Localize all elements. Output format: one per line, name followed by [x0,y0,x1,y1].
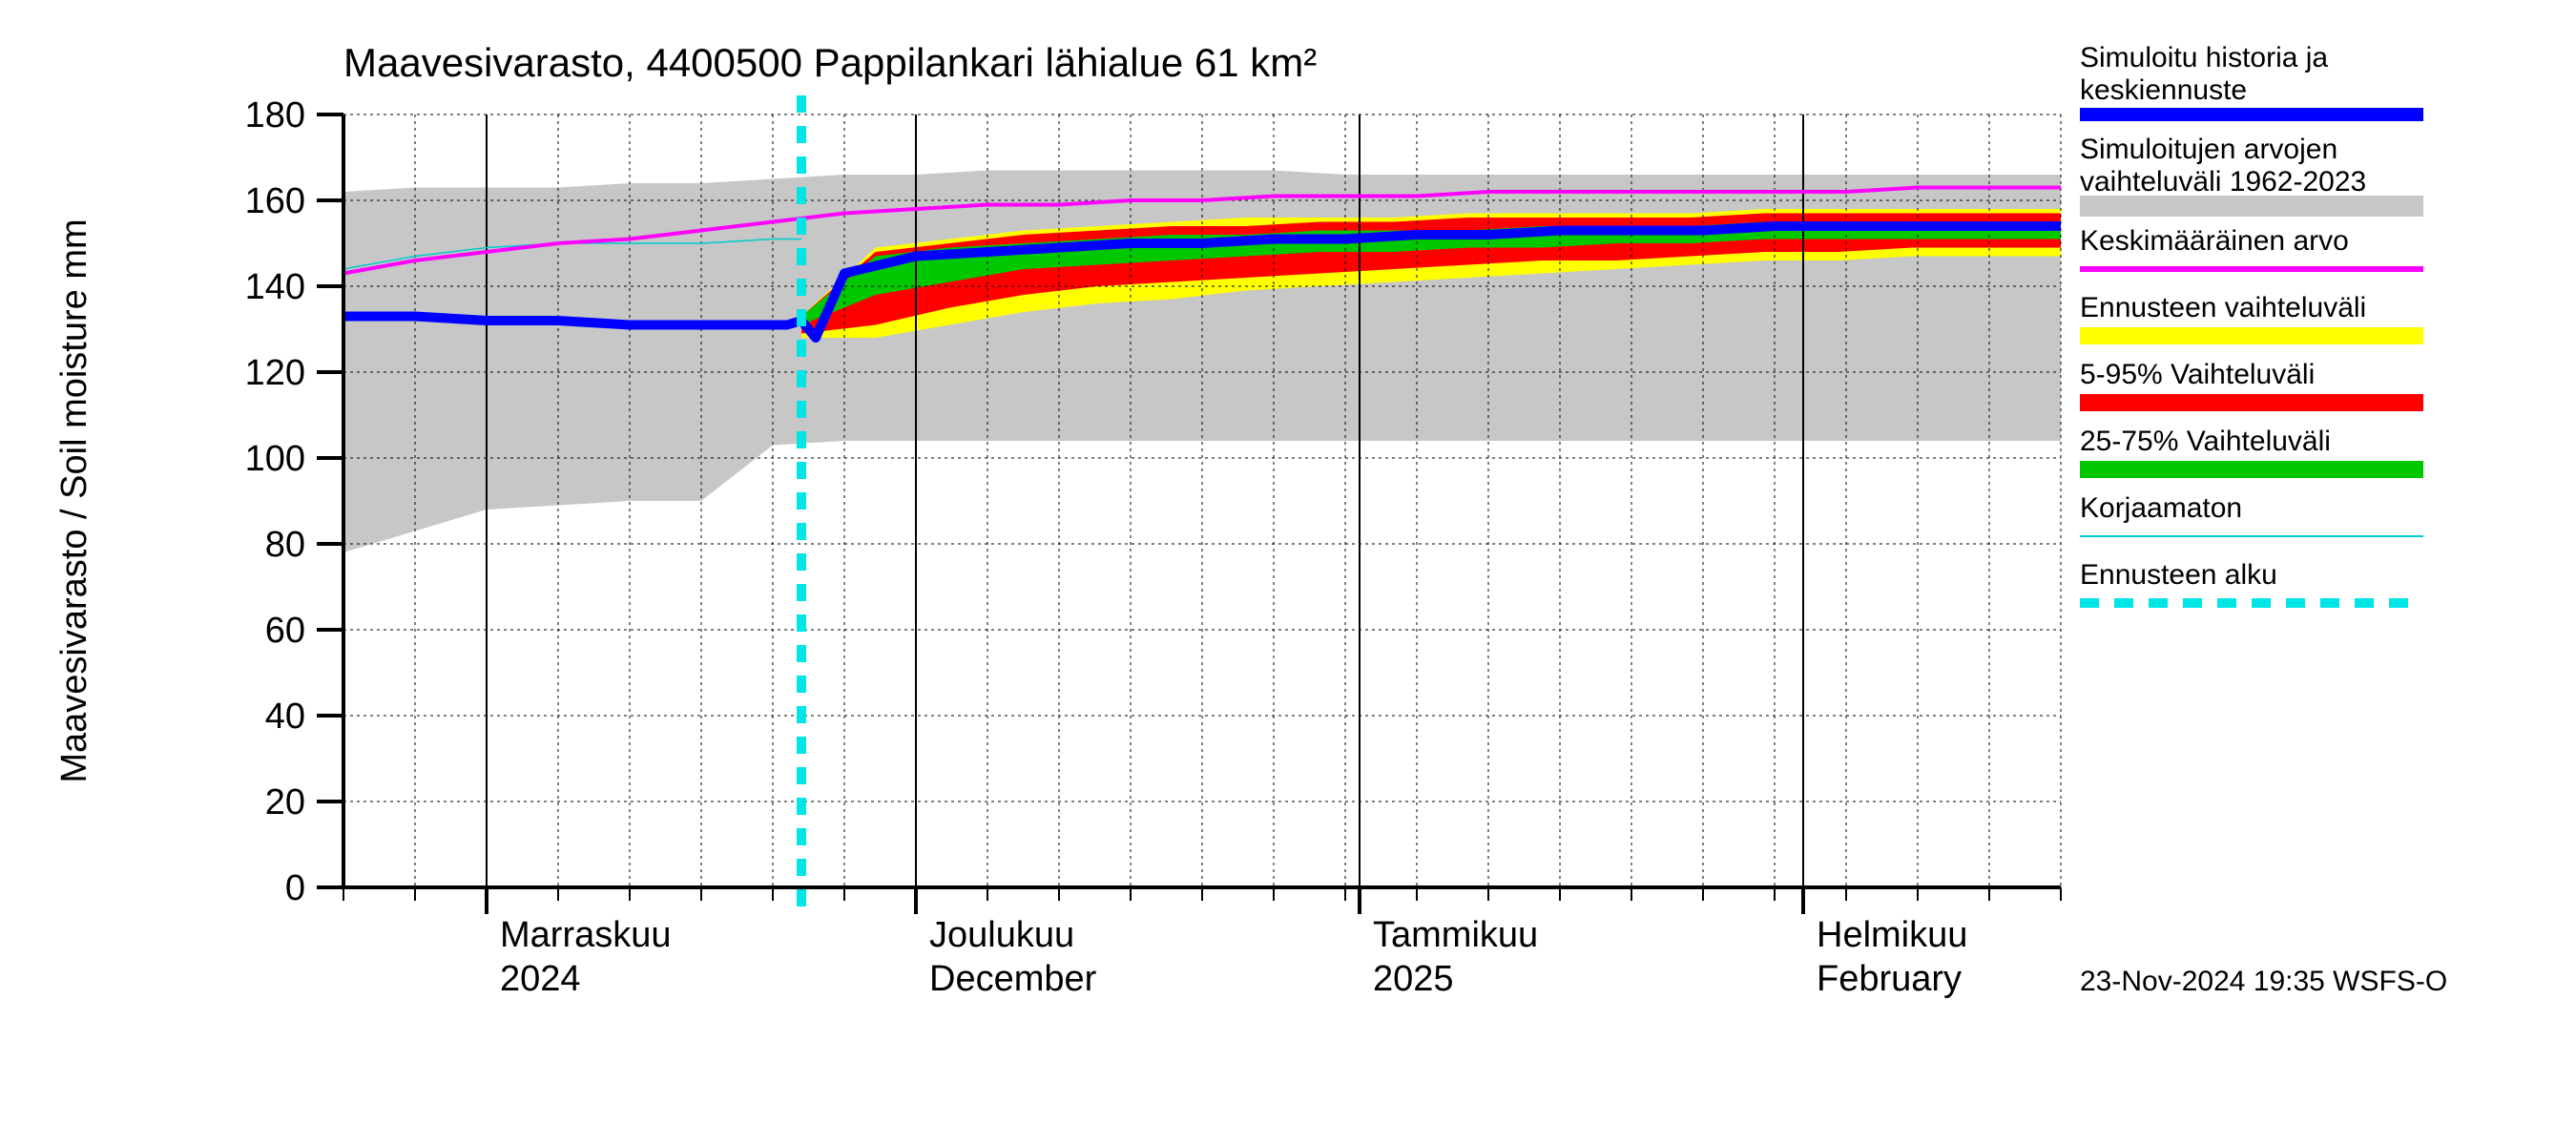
ytick-label: 20 [265,782,305,822]
x-month-label: Joulukuu [929,915,1074,955]
x-month-label: Marraskuu [500,915,672,955]
x-month-sublabel: December [929,959,1097,999]
ytick-label: 0 [285,868,305,908]
x-month-sublabel: February [1817,959,1962,999]
legend-label: Korjaamaton [2080,492,2242,524]
chart-container: 0 20 40 60 80 100 120 140 160 180 Marraskuu2024 Jou… [0,0,2576,1145]
soil-moisture-chart: 0 20 40 60 80 100 120 140 160 180 Marraskuu2024 Jou… [0,0,2576,1145]
ytick-label: 180 [245,95,305,135]
legend-label: keskiennuste [2080,74,2247,106]
legend-label: Ennusteen alku [2080,559,2277,591]
x-month-sublabel: 2025 [1373,959,1454,999]
ytick-label: 140 [245,267,305,307]
legend-label: vaihteluväli 1962-2023 [2080,166,2366,198]
x-month-label: Helmikuu [1817,915,1967,955]
x-month-label: Tammikuu [1373,915,1538,955]
legend-label: Ennusteen vaihteluväli [2080,292,2366,323]
x-month-sublabel: 2024 [500,959,581,999]
legend-label: 5-95% Vaihteluväli [2080,359,2315,390]
legend-label: 25-75% Vaihteluväli [2080,426,2331,457]
ytick-label: 40 [265,697,305,737]
chart-title: Maavesivarasto, 4400500 Pappilankari läh… [343,40,1317,85]
legend-label: Keskimääräinen arvo [2080,225,2349,257]
ytick-label: 60 [265,611,305,651]
ytick-label: 120 [245,353,305,393]
ytick-label: 100 [245,439,305,479]
legend-label: Simuloitu historia ja [2080,42,2328,73]
y-axis-label: Maavesivarasto / Soil moisture mm [54,219,94,782]
legend-label: Simuloitujen arvojen [2080,134,2337,165]
ytick-label: 160 [245,181,305,221]
ytick-label: 80 [265,525,305,565]
footer-timestamp: 23-Nov-2024 19:35 WSFS-O [2080,966,2447,997]
